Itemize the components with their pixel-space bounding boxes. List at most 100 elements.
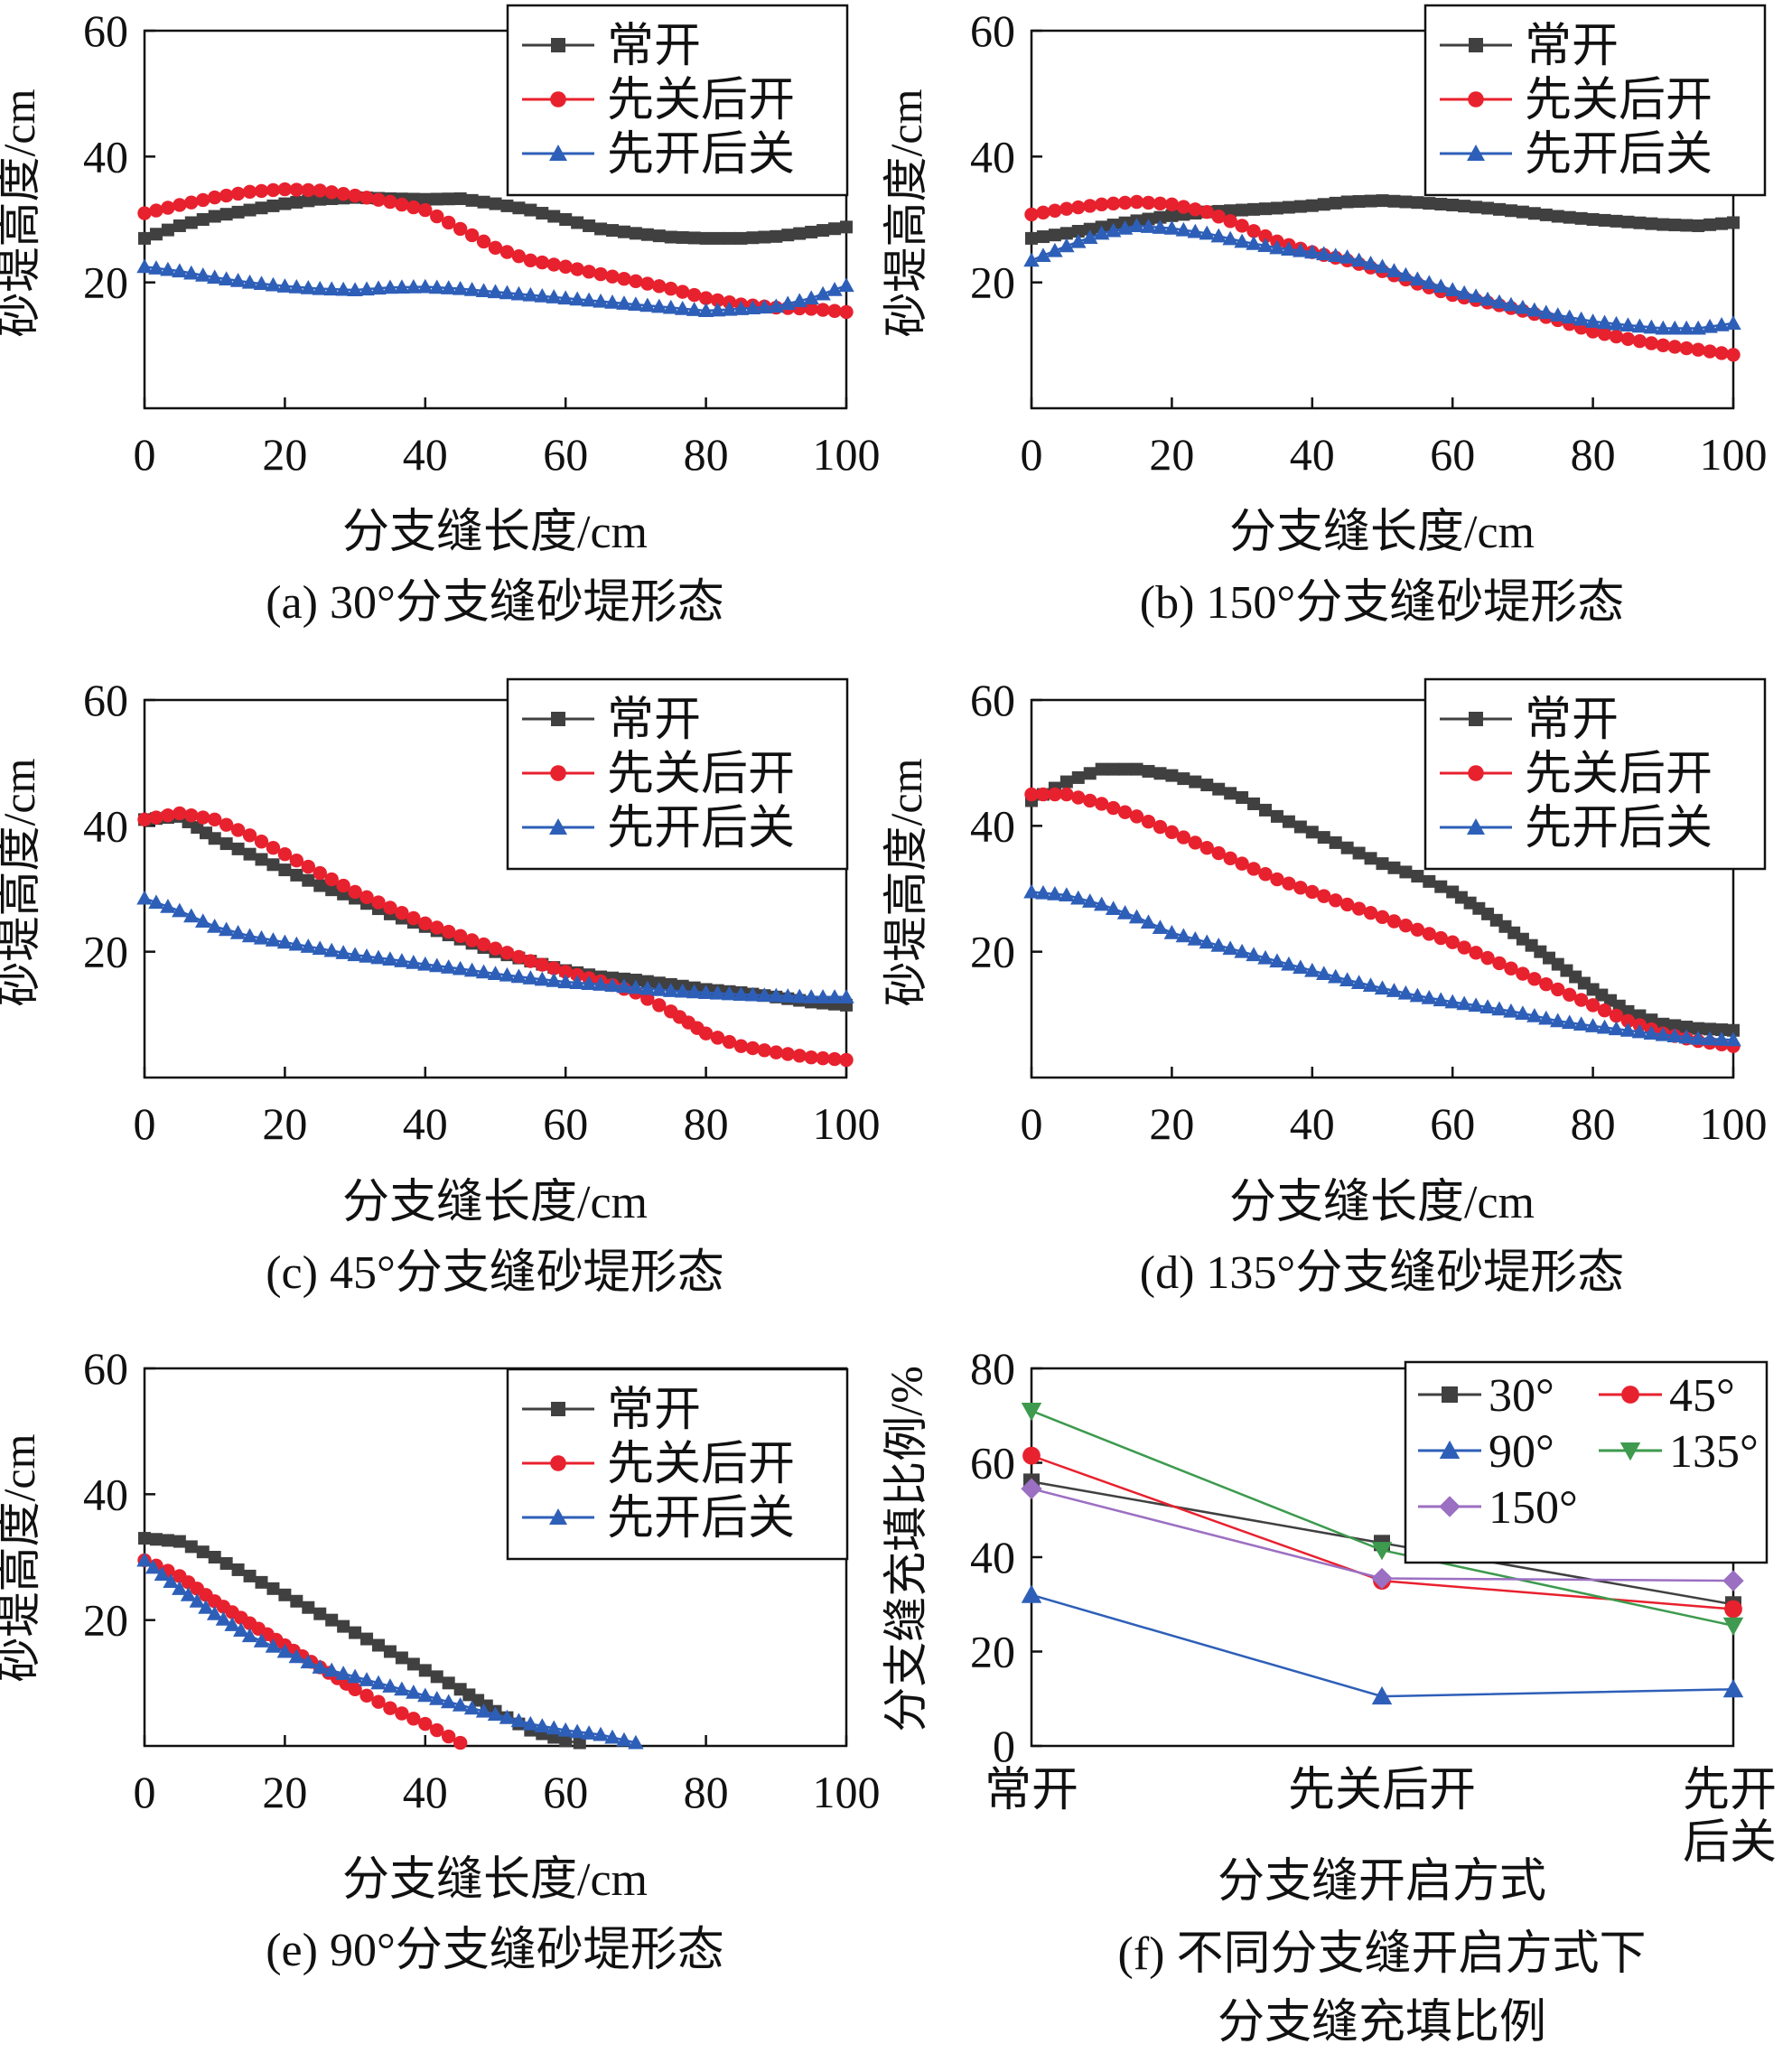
data-point: [337, 1619, 350, 1633]
data-point: [616, 978, 632, 994]
data-point: [1561, 1014, 1578, 1030]
data-point: [1024, 787, 1039, 802]
data-point: [1164, 825, 1180, 839]
data-point: [254, 183, 269, 199]
data-point: [383, 901, 397, 915]
data-point: [253, 929, 270, 945]
data-point: [723, 231, 736, 245]
data-point: [289, 853, 304, 868]
data-point: [371, 192, 386, 207]
data-point: [148, 260, 164, 275]
data-point: [1371, 1685, 1393, 1705]
legend-marker: [550, 91, 566, 107]
data-point: [1329, 893, 1343, 908]
data-point: [1317, 889, 1331, 903]
data-point: [1129, 194, 1144, 210]
data-point: [1409, 987, 1426, 1003]
panel-b-xlabel: 分支缝长度/cm: [1229, 507, 1535, 558]
data-point: [442, 1729, 456, 1744]
data-point: [791, 293, 807, 308]
data-point: [1434, 880, 1448, 893]
data-point: [1036, 787, 1050, 802]
data-point: [617, 225, 630, 238]
data-point: [1048, 203, 1062, 218]
data-point: [1130, 762, 1143, 776]
data-point: [372, 1638, 385, 1652]
data-point: [617, 272, 631, 286]
data-point: [1165, 209, 1179, 222]
data-point: [1269, 239, 1285, 255]
data-point: [1236, 203, 1249, 217]
data-point: [476, 937, 491, 952]
data-point: [348, 884, 362, 900]
data-point: [1317, 831, 1330, 845]
panel-c-xlabel: 分支缝长度/cm: [342, 1177, 648, 1228]
data-point: [1364, 194, 1377, 208]
data-point: [302, 194, 315, 208]
data-point: [651, 298, 667, 313]
data-point: [1538, 1010, 1554, 1025]
data-point: [463, 282, 481, 296]
data-point: [145, 1559, 162, 1574]
data-point: [1024, 207, 1039, 222]
data-point: [335, 1666, 351, 1680]
y-tick-label: 80: [970, 1343, 1015, 1394]
data-point: [1129, 809, 1144, 824]
data-point: [1397, 985, 1414, 1000]
data-point: [370, 280, 387, 295]
data-point: [208, 832, 221, 845]
x-tick-label: 先开后关: [1683, 1765, 1777, 1869]
data-point: [452, 280, 469, 295]
data-point: [1095, 797, 1109, 811]
data-point: [1047, 886, 1063, 901]
data-point: [663, 299, 679, 314]
data-point: [746, 231, 760, 245]
data-point: [1071, 790, 1086, 805]
data-point: [557, 974, 574, 989]
data-point: [1643, 319, 1660, 334]
data-point: [1374, 258, 1391, 274]
y-tick-label: 20: [970, 257, 1015, 308]
data-point: [1399, 195, 1413, 209]
data-point: [522, 1715, 539, 1731]
data-point: [359, 1672, 375, 1686]
data-point: [1563, 210, 1576, 224]
data-point: [1433, 278, 1449, 294]
data-point: [219, 1556, 233, 1570]
data-point: [557, 1722, 574, 1737]
legend-marker: [1619, 1442, 1641, 1461]
data-point: [1632, 333, 1647, 349]
data-point: [312, 940, 328, 956]
data-point: [1036, 205, 1050, 220]
data-point: [1035, 247, 1051, 262]
data-point: [418, 916, 433, 931]
data-point: [348, 188, 362, 203]
data-point: [569, 975, 585, 990]
data-point: [1386, 914, 1402, 929]
data-point: [499, 966, 516, 982]
data-point: [581, 975, 597, 990]
y-tick-label: 60: [83, 675, 128, 725]
x-tick-label: 60: [543, 429, 588, 480]
data-point: [394, 279, 410, 294]
data-point: [442, 215, 456, 230]
data-point: [1609, 329, 1624, 344]
data-point: [559, 213, 573, 226]
x-tick-label: 20: [262, 1767, 307, 1817]
data-point: [1375, 910, 1390, 925]
data-point: [838, 277, 854, 293]
data-point: [489, 197, 502, 210]
data-point: [1610, 214, 1623, 228]
data-point: [1259, 803, 1272, 817]
data-point: [1722, 1679, 1744, 1698]
data-point: [1352, 195, 1366, 209]
data-point: [206, 919, 223, 933]
data-point: [1470, 201, 1483, 214]
legend-marker: [1621, 1386, 1639, 1404]
data-point: [1421, 275, 1438, 290]
data-point: [1551, 982, 1565, 997]
data-point: [154, 1566, 171, 1582]
data-point: [569, 1723, 585, 1739]
